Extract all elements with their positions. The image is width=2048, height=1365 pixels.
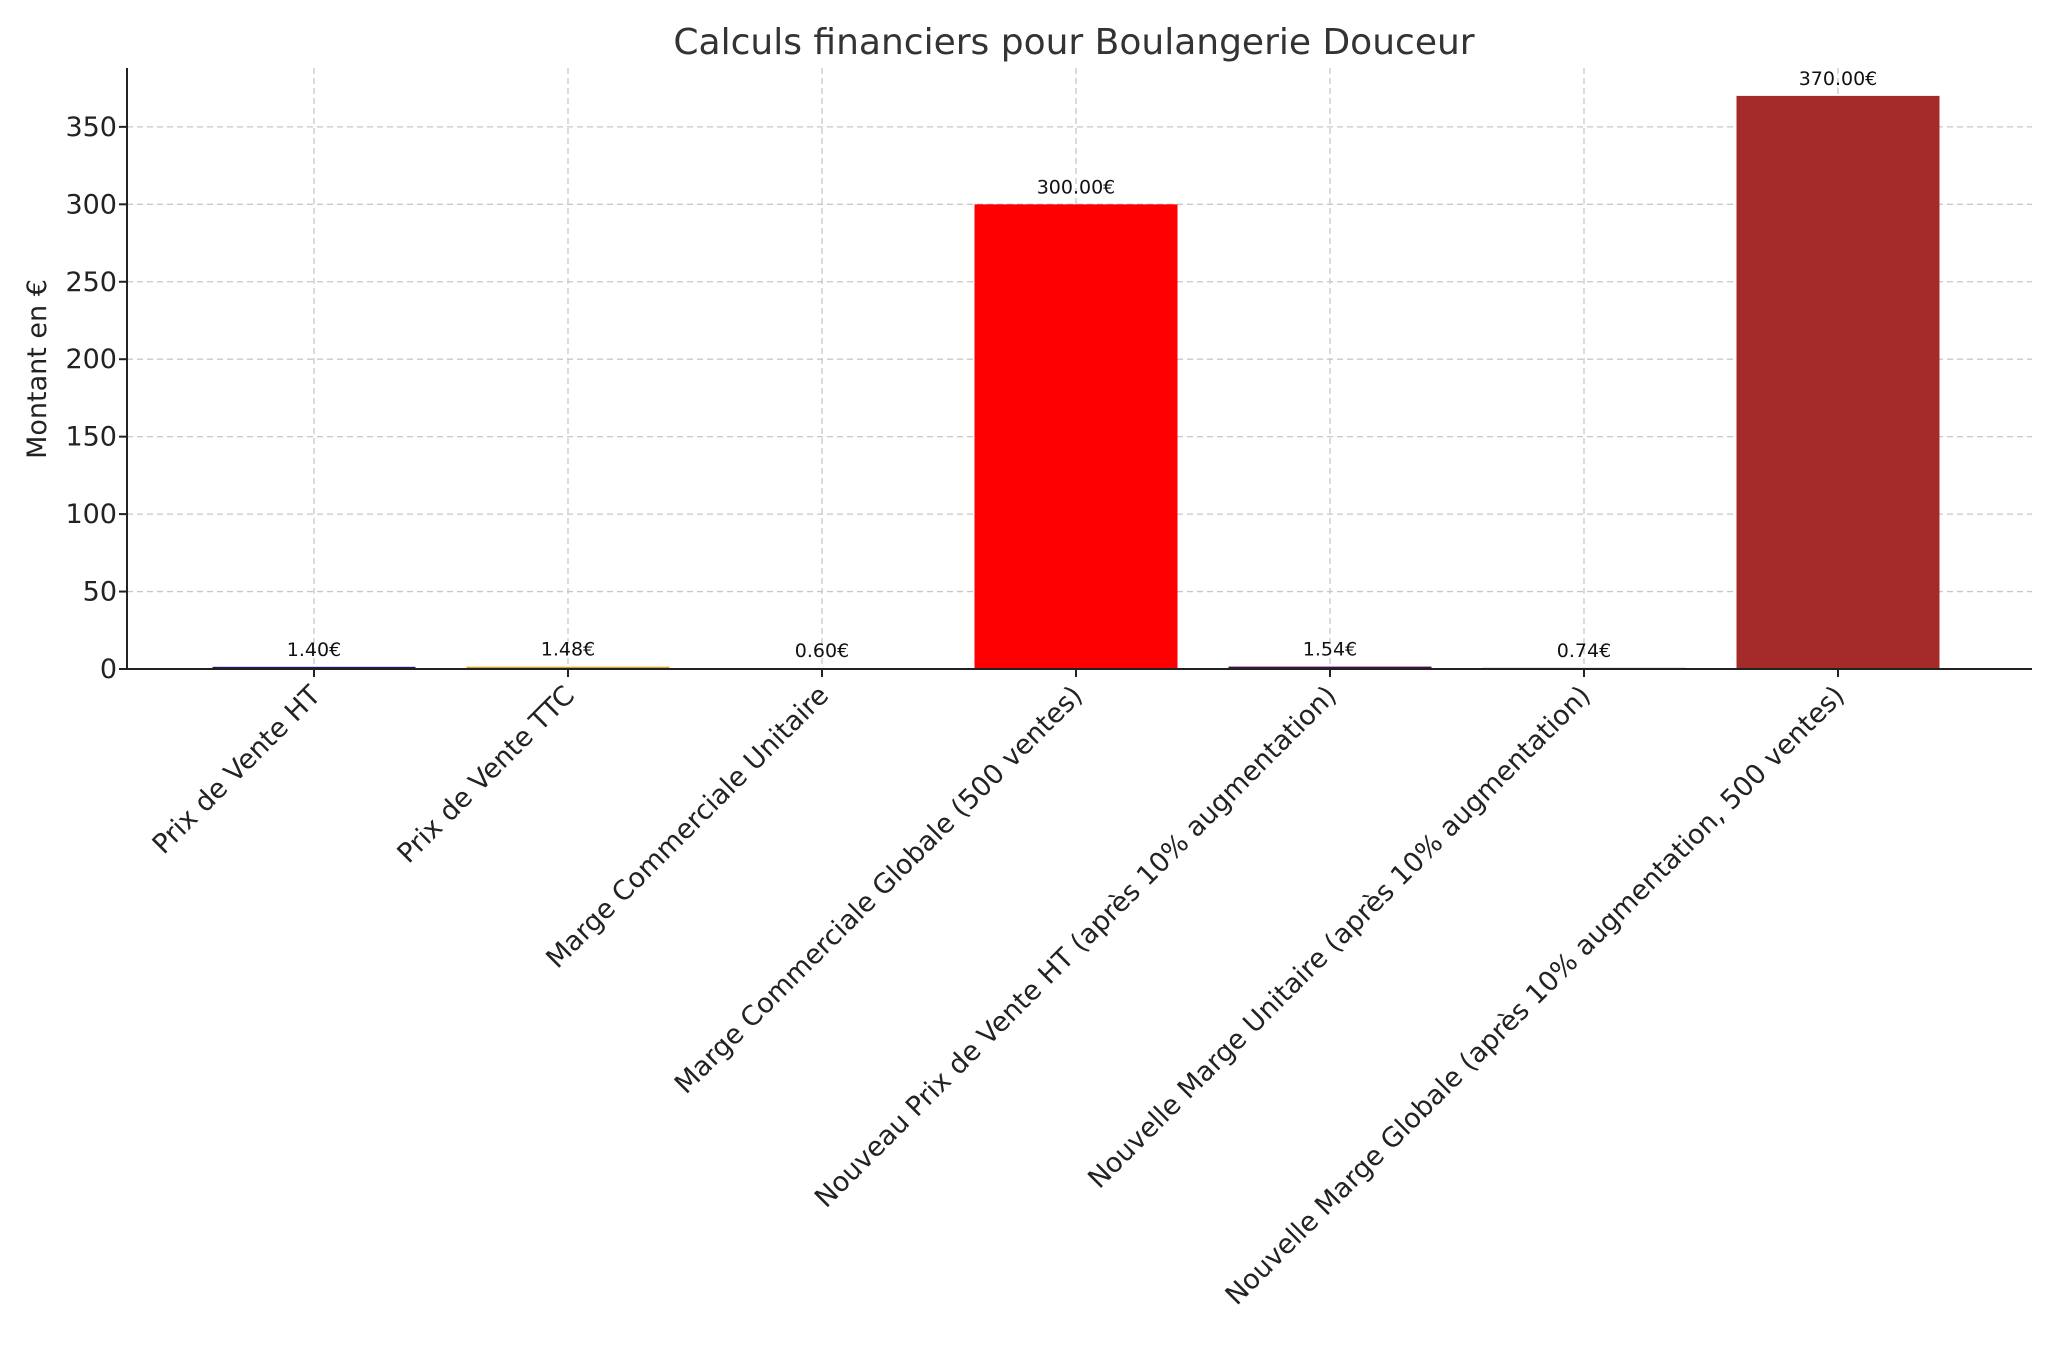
label-layer: 0 50 100 150 200 250 300 350 1.40€ Prix de Vente … xyxy=(65,68,1877,1311)
x-tick-label: Nouveau Prix de Vente HT (après 10% augm… xyxy=(809,680,1343,1214)
bar xyxy=(1228,666,1432,669)
x-tick-label: Prix de Vente HT xyxy=(147,680,328,861)
data-label: 0.74€ xyxy=(1557,640,1611,662)
x-tick-label: Nouvelle Marge Unitaire (après 10% augme… xyxy=(1082,680,1597,1195)
y-tick-label: 150 xyxy=(65,422,117,453)
bar xyxy=(1736,95,1940,669)
y-tick-label: 300 xyxy=(65,189,117,220)
data-label: 300.00€ xyxy=(1037,176,1116,198)
x-tick-label: Prix de Vente TTC xyxy=(391,680,580,869)
data-label: 1.48€ xyxy=(541,639,595,661)
y-tick-label: 50 xyxy=(83,577,117,608)
data-label: 1.40€ xyxy=(287,639,341,661)
y-tick-label: 350 xyxy=(65,112,117,143)
y-tick-label: 250 xyxy=(65,267,117,298)
y-axis-label: Montant en € xyxy=(22,279,53,459)
bar xyxy=(466,666,670,669)
axis-layer xyxy=(119,68,2032,677)
y-tick-label: 200 xyxy=(65,344,117,375)
data-label: 370.00€ xyxy=(1799,68,1878,90)
bar xyxy=(212,666,416,669)
data-label: 1.54€ xyxy=(1303,639,1357,661)
y-tick-label: 0 xyxy=(100,654,117,685)
y-tick-label: 100 xyxy=(65,499,117,530)
bar xyxy=(974,204,1178,670)
chart-title: Calculs financiers pour Boulangerie Douc… xyxy=(673,22,1474,63)
bar-layer xyxy=(212,95,1940,670)
data-label: 0.60€ xyxy=(795,640,849,662)
x-tick-label: Marge Commerciale Unitaire xyxy=(540,680,835,975)
x-tick-label: Marge Commerciale Globale (500 ventes) xyxy=(669,680,1089,1100)
x-tick-label: Nouvelle Marge Globale (après 10% augmen… xyxy=(1220,680,1851,1311)
